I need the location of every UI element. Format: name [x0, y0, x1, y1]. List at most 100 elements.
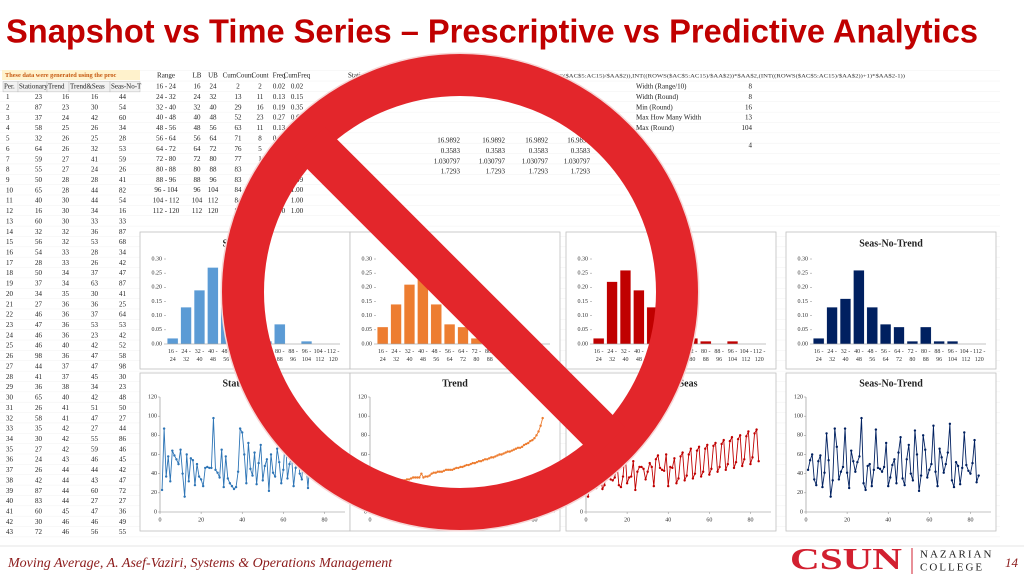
y-tick-label: 0.20	[362, 285, 373, 291]
table-cell: 26	[35, 404, 43, 412]
table-cell: 53	[91, 238, 99, 246]
point	[267, 489, 271, 493]
x-tick-label: 112 -120	[327, 349, 339, 363]
point	[504, 451, 507, 454]
x-tick-label: 80 -88	[485, 349, 495, 363]
table-cell: 46	[91, 456, 99, 464]
y-tick-label: 0.10	[798, 313, 809, 319]
table-cell: 44	[62, 487, 70, 495]
x-tick-label: 112 -120	[753, 349, 765, 363]
point	[514, 447, 518, 450]
point	[512, 448, 516, 451]
table-cell: 49	[119, 518, 127, 526]
point	[936, 484, 939, 488]
point	[451, 468, 454, 472]
table-cell: 56	[91, 528, 99, 536]
table-cell: 42	[119, 331, 127, 339]
param-label: Width (Range/10)	[636, 83, 687, 91]
point	[950, 479, 954, 482]
point	[854, 470, 857, 473]
freq-cell: 76	[235, 145, 243, 153]
table-cell: 20	[6, 290, 14, 298]
table-cell: 42	[6, 518, 14, 526]
table-cell: 50	[119, 404, 127, 412]
x-tick-label: 0	[805, 517, 808, 523]
point	[958, 483, 962, 486]
point	[891, 463, 894, 467]
point	[630, 475, 633, 478]
point	[948, 422, 952, 426]
param-extra: 4	[749, 142, 753, 150]
table-cell: 53	[119, 321, 127, 329]
table-cell: 37	[6, 466, 14, 474]
freq-cell: 48	[194, 124, 202, 132]
table-cell: 2	[6, 103, 10, 111]
point	[448, 468, 452, 472]
point	[971, 461, 974, 465]
table-cell: 45	[62, 508, 70, 516]
point	[701, 470, 705, 473]
table-cell: 35	[62, 290, 70, 298]
point	[679, 455, 682, 458]
point	[675, 482, 678, 485]
table-cell: 47	[119, 476, 127, 484]
x-tick-label: 60	[926, 517, 932, 523]
freq-cell: 0.15	[291, 93, 304, 101]
point	[516, 446, 520, 449]
point	[506, 450, 509, 453]
bar	[880, 324, 892, 345]
point	[835, 445, 839, 449]
freq-cell: 112	[208, 197, 219, 205]
table-cell: 36	[6, 456, 14, 464]
x-tick-label: 56 -64	[881, 349, 891, 363]
point	[872, 468, 876, 472]
table-cell: 60	[91, 487, 99, 495]
point	[251, 474, 254, 477]
y-tick-label: 20	[797, 490, 803, 496]
table-cell: 42	[119, 466, 127, 474]
table-cell: 37	[62, 362, 70, 370]
freq-cell: 32	[194, 103, 202, 111]
table-cell: 47	[91, 508, 99, 516]
point	[757, 460, 760, 463]
freq-cell: 64 - 72	[156, 145, 176, 153]
point	[162, 427, 166, 430]
point	[508, 450, 511, 453]
prohibit-ring	[222, 54, 698, 530]
point	[728, 439, 732, 443]
x-tick-label: 16 -24	[168, 349, 178, 363]
point	[664, 453, 668, 456]
param-value: 104	[742, 124, 753, 132]
point	[428, 474, 431, 477]
stats-cell: 0.3583	[486, 147, 506, 155]
note-cell	[2, 70, 140, 80]
table-cell: 42	[35, 476, 43, 484]
point	[195, 462, 199, 466]
y-tick-label: 40	[797, 471, 803, 477]
freq-cell: 112 - 120	[153, 207, 180, 215]
freq-cell: 84	[235, 186, 243, 194]
y-tick-label: 0.05	[362, 327, 373, 333]
y-tick-label: 0.30	[798, 256, 809, 262]
bar	[933, 341, 945, 345]
table-cell: 5	[6, 135, 10, 143]
freq-cell: 0.27	[273, 114, 286, 122]
x-tick-label: 64 -72	[458, 349, 468, 363]
freq-cell: 71	[235, 134, 243, 142]
y-tick-label: 0.15	[152, 299, 163, 305]
freq-cell: 0.35	[291, 103, 304, 111]
x-tick-label: 60	[280, 517, 286, 523]
table-cell: 33	[91, 217, 99, 225]
point	[852, 460, 855, 463]
freq-cell: 88	[210, 165, 218, 173]
bar	[700, 341, 712, 345]
bar	[180, 307, 192, 345]
point	[860, 416, 863, 420]
table-cell: 43	[91, 476, 99, 484]
freq-header: CumFreq	[284, 72, 311, 80]
point	[169, 480, 172, 483]
point	[463, 464, 466, 468]
point	[282, 468, 285, 472]
point	[660, 468, 664, 472]
freq-cell: 5	[258, 145, 262, 153]
